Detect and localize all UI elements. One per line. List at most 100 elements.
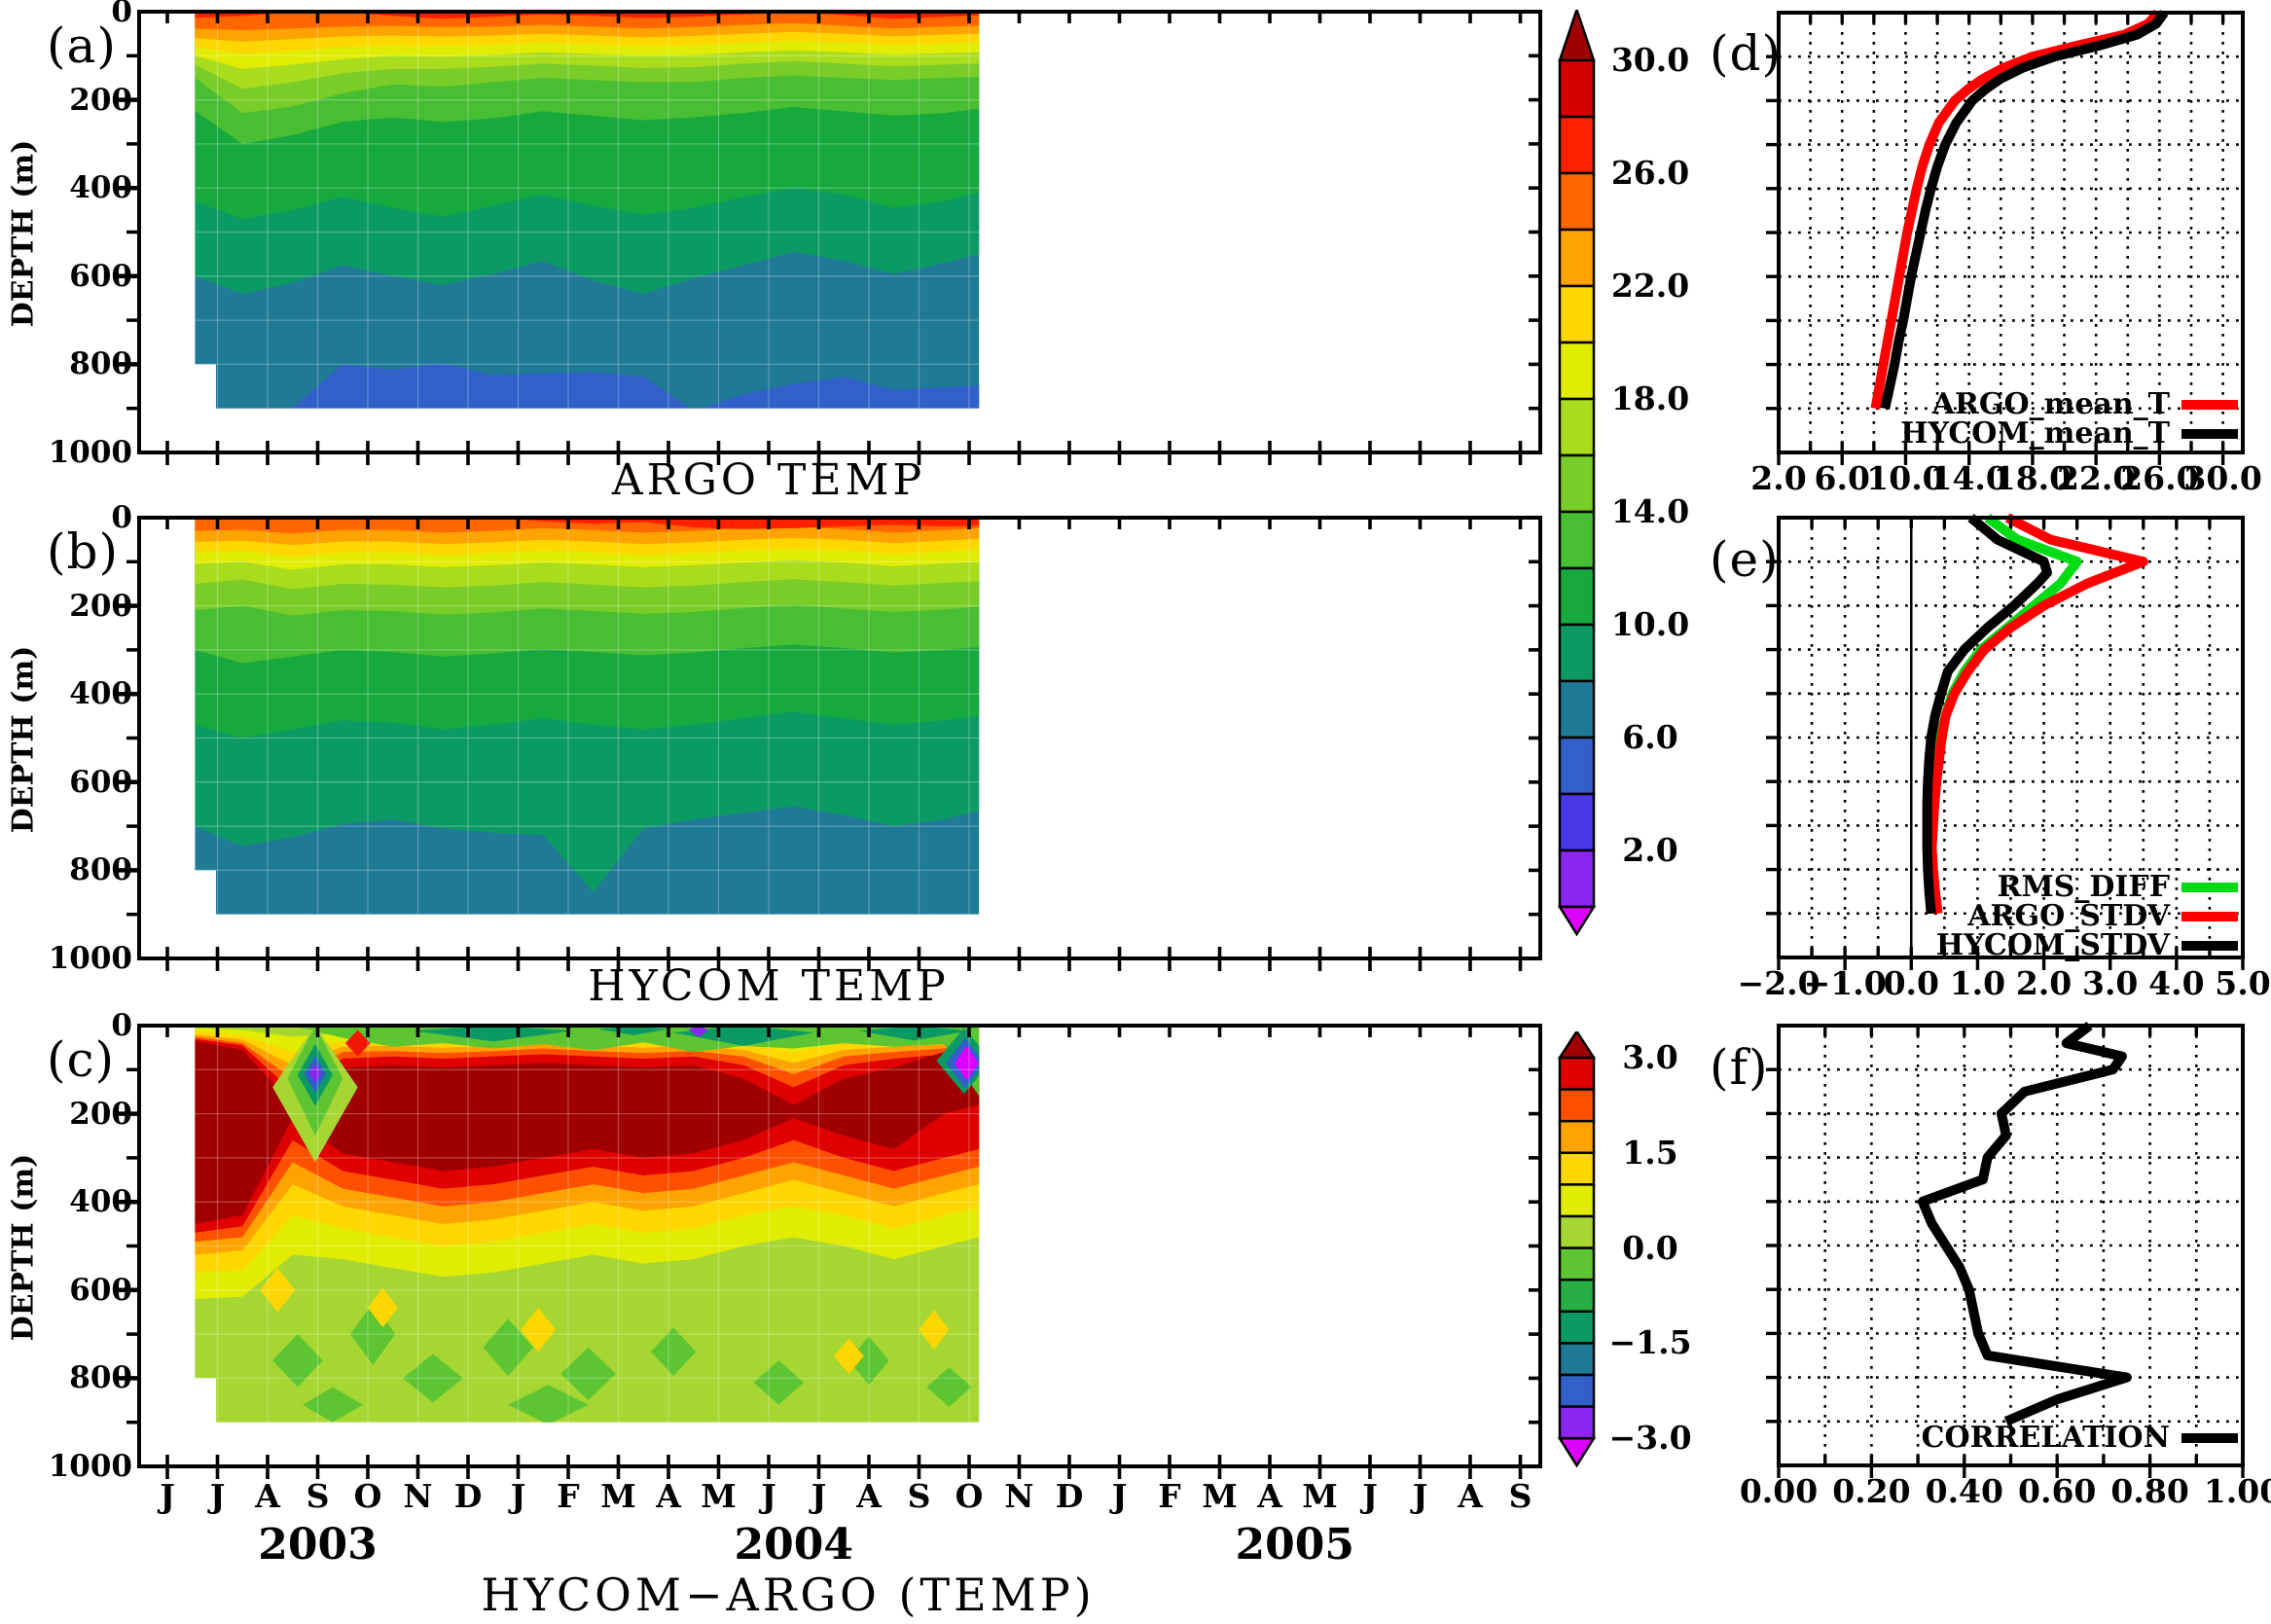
x-tick-label: 26.0 [2120,459,2199,497]
f-profile-svg [1766,1022,2245,1478]
panel-letter-a: (a) [47,18,117,74]
month-tick-label: F [557,1477,580,1515]
colorbar-tick-label: 22.0 [1610,267,1690,305]
figure-x-title: HYCOM−ARGO (TEMP) [481,1569,1096,1621]
x-tick-label: −1.0 [1803,964,1887,1002]
month-tick-label: J [761,1477,776,1515]
x-tick-label: 18.0 [1993,459,2073,497]
colorbar-tick-label: 1.5 [1622,1133,1678,1172]
month-tick-label: A [856,1477,882,1515]
y-tick-label: 600 [69,764,132,800]
x-tick-label: 0.20 [1832,1472,1911,1510]
legend-hycom-stdv: HYCOM_STDV [1790,928,2238,962]
a-contour-svg [118,10,1542,465]
legend-line-swatch [2181,882,2238,892]
legend-label: HYCOM_mean_T [1900,416,2170,451]
b-contour-svg [118,516,1542,971]
x-tick-label: 30.0 [2183,459,2262,497]
month-tick-label: M [701,1477,737,1515]
x-tick-label: 0.80 [2110,1472,2189,1510]
year-label: 2003 [258,1520,378,1570]
x-tick-label: 0.60 [2018,1472,2097,1510]
legend-label: ARGO_STDV [1967,899,2170,933]
panel-letter-f: (f) [1710,1039,1769,1096]
colorbar-tick-label: 30.0 [1610,41,1690,79]
x-tick-label: 4.0 [2148,964,2205,1002]
colorbar-svg [1557,10,1597,937]
month-tick-label: A [255,1477,280,1515]
y-tick-label: 400 [69,676,132,712]
x-tick-label: 14.0 [1929,459,2008,497]
colorbar-tick-label: −3.0 [1608,1419,1692,1458]
month-tick-label: S [907,1477,931,1515]
y-tick-label: 0 [111,1008,132,1043]
month-tick-label: M [1202,1477,1238,1515]
x-tick-label: 2.0 [1750,459,1807,497]
c-contour-svg [118,1024,1542,1479]
month-tick-label: J [510,1477,526,1515]
x-tick-label: 1.0 [1949,964,2006,1002]
month-tick-label: M [600,1477,636,1515]
y-tick-label: 1000 [48,941,132,976]
colorbar-tick-label: 26.0 [1610,154,1690,192]
colorbar-tick-label: 3.0 [1622,1038,1678,1076]
month-tick-label: O [955,1477,984,1515]
e-profile-svg [1766,513,2245,970]
y-tick-label: 1000 [48,435,132,470]
month-tick-label: J [1412,1477,1428,1515]
year-label: 2005 [1235,1520,1354,1570]
x-tick-label: 22.0 [2056,459,2136,497]
legend-hycom-mean-t: HYCOM_mean_T [1790,416,2238,451]
colorbar-tick-label: 18.0 [1610,379,1690,417]
legend-label: RMS_DIFF [1997,870,2170,904]
x-tick-label: 3.0 [2081,964,2139,1002]
legend-line-swatch [2181,399,2238,410]
x-tick-label: 0.0 [1883,964,1939,1002]
y-tick-label: 1000 [48,1449,132,1484]
month-tick-label: O [353,1477,382,1515]
y-tick-label: 600 [69,1272,132,1308]
x-tick-label: −2.0 [1737,964,1820,1002]
legend-argo-mean-t: ARGO_mean_T [1790,387,2238,421]
month-tick-label: J [160,1477,175,1515]
colorbar-tick-label: 6.0 [1622,718,1678,756]
x-tick-label: 2.0 [2015,964,2073,1002]
month-tick-label: F [1158,1477,1181,1515]
depth-axis-label-b: DEPTH (m) [6,645,41,834]
colorbar-tick-label: 14.0 [1610,492,1690,530]
colorbar-svg [1557,1031,1597,1468]
legend-label: ARGO_mean_T [1931,387,2170,421]
colorbar-tick-label: 2.0 [1622,831,1678,869]
x-tick-label: 0.00 [1739,1472,1819,1510]
colorbar-tick-label: −1.5 [1608,1323,1692,1362]
x-tick-label: 5.0 [2215,964,2271,1002]
month-tick-label: A [1257,1477,1282,1515]
legend-correlation: CORRELATION [1790,1421,2238,1455]
month-tick-label: A [656,1477,681,1515]
legend-argo-stdv: ARGO_STDV [1790,899,2238,933]
legend-line-swatch [2181,911,2238,921]
x-tick-label: 6.0 [1814,459,1870,497]
y-tick-label: 600 [69,258,132,294]
x-tick-label: 10.0 [1866,459,1945,497]
legend-line-swatch [2181,428,2238,439]
month-tick-label: A [1458,1477,1483,1515]
panel-letter-e: (e) [1710,531,1780,588]
month-tick-label: J [811,1477,827,1515]
month-tick-label: D [1055,1477,1084,1515]
y-tick-label: 200 [69,82,132,118]
y-tick-label: 200 [69,588,132,624]
month-tick-label: S [306,1477,330,1515]
y-tick-label: 800 [69,346,132,382]
panel-b-title: HYCOM TEMP [588,961,950,1011]
d-profile-svg [1766,9,2245,465]
month-tick-label: J [1362,1477,1378,1515]
y-tick-label: 400 [69,170,132,206]
month-tick-label: D [453,1477,483,1515]
month-tick-label: J [209,1477,226,1515]
colorbar-tick-label: 0.0 [1622,1228,1678,1267]
month-tick-label: S [1508,1477,1532,1515]
depth-axis-label-a: DEPTH (m) [6,139,41,328]
x-tick-label: 0.40 [1925,1472,2003,1510]
